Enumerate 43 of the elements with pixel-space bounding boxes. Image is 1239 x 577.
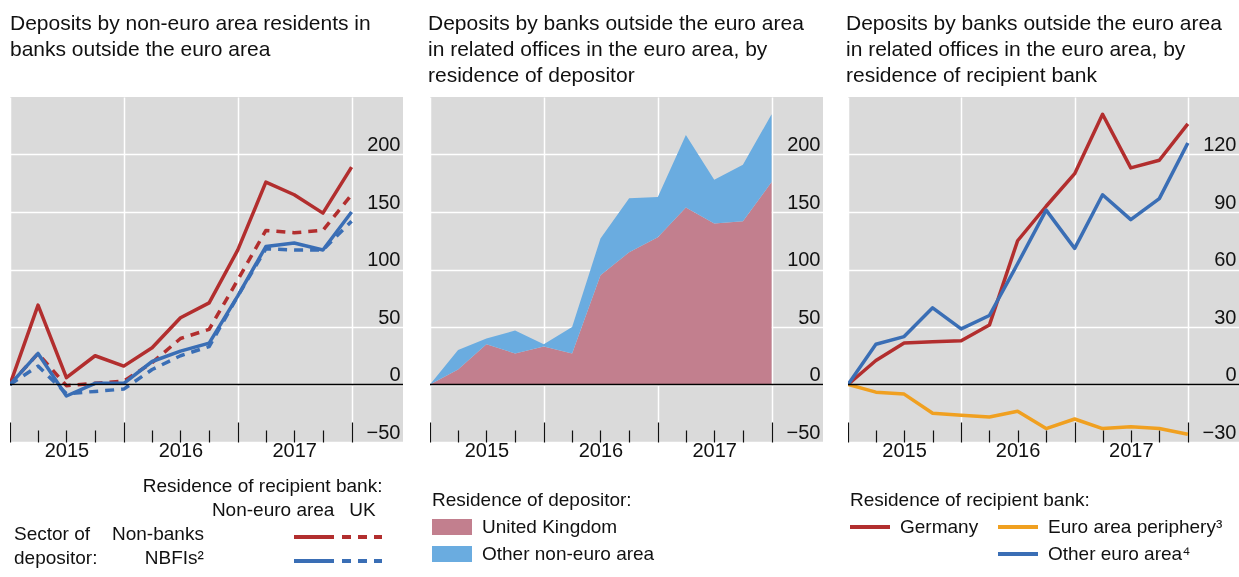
text: NBFIs² bbox=[143, 546, 205, 570]
y-tick-label: 200 bbox=[367, 133, 401, 155]
y-tick-label: 50 bbox=[378, 305, 401, 328]
y-tick-label: −50 bbox=[366, 420, 401, 443]
legend-label: Germany bbox=[900, 515, 979, 539]
legend-label: Other non-euro area bbox=[482, 542, 655, 566]
legend-title: Residence of recipient bank: bbox=[850, 488, 1091, 512]
legend-label: United Kingdom bbox=[482, 515, 618, 539]
text: Non-euro area bbox=[210, 498, 336, 522]
legend-label: Other euro area⁴ bbox=[1048, 542, 1191, 566]
y-tick-label: −50 bbox=[786, 420, 821, 443]
x-tick-label: 2017 bbox=[1109, 438, 1154, 461]
y-tick-label: 0 bbox=[1225, 363, 1237, 385]
legend-label: Euro area periphery³ bbox=[1048, 515, 1223, 539]
y-tick-label: 90 bbox=[1214, 190, 1237, 213]
y-tick-label: 100 bbox=[367, 248, 401, 270]
x-tick-label: 2015 bbox=[882, 438, 927, 461]
y-tick-label: 120 bbox=[1203, 133, 1237, 155]
text: UK bbox=[348, 498, 377, 522]
x-tick-label: 2016 bbox=[995, 438, 1041, 461]
x-tick-label: 2015 bbox=[44, 438, 90, 461]
y-tick-label: 150 bbox=[787, 190, 821, 213]
y-tick-label: 100 bbox=[787, 248, 821, 270]
x-tick-label: 2016 bbox=[578, 438, 624, 461]
y-tick-label: 0 bbox=[389, 363, 401, 385]
chart-title: Deposits by banks outside the euro area in related offices in the euro area, by residence of recipient bank bbox=[846, 10, 1223, 88]
legend-title: Residence of depositor: bbox=[432, 488, 633, 512]
y-tick-label: 0 bbox=[809, 363, 821, 385]
text: Non-banks bbox=[111, 522, 205, 546]
text: Sector of depositor: bbox=[13, 522, 99, 570]
legend-title: Residence of recipient bank: bbox=[141, 474, 384, 498]
y-tick-label: 50 bbox=[798, 305, 821, 328]
y-tick-label: −30 bbox=[1202, 420, 1237, 443]
x-tick-label: 2017 bbox=[692, 438, 737, 461]
x-tick-label: 2015 bbox=[464, 438, 510, 461]
y-tick-label: 200 bbox=[787, 133, 821, 155]
x-tick-label: 2016 bbox=[158, 438, 204, 461]
y-tick-label: 150 bbox=[367, 190, 401, 213]
chart-title: Deposits by banks outside the euro area in related offices in the euro area, by residence of depositor bbox=[428, 10, 805, 88]
y-tick-label: 30 bbox=[1214, 305, 1237, 328]
x-tick-label: 2017 bbox=[272, 438, 317, 461]
chart-title: Deposits by non-euro area residents in banks outside the euro area bbox=[10, 10, 372, 62]
y-tick-label: 60 bbox=[1214, 248, 1237, 270]
